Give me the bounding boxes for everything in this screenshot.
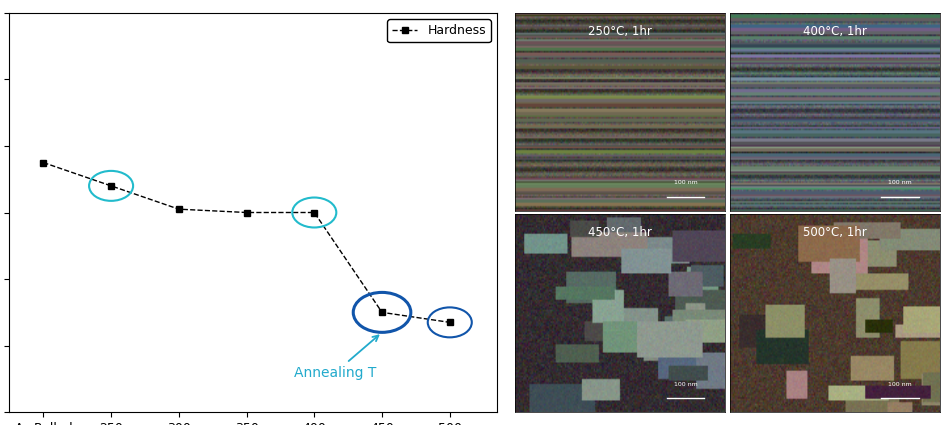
- Hardness: [38, 160, 49, 165]
- Line: Hardness: Hardness: [40, 159, 454, 326]
- Text: 100 nm: 100 nm: [674, 180, 698, 185]
- Text: 500°C, 1hr: 500°C, 1hr: [803, 227, 866, 239]
- Text: 100 nm: 100 nm: [887, 180, 911, 185]
- Hardness: [308, 210, 320, 215]
- Hardness: [444, 320, 456, 325]
- Text: 100 nm: 100 nm: [674, 382, 698, 387]
- Text: 100 nm: 100 nm: [887, 382, 911, 387]
- Hardness: [105, 183, 117, 188]
- Text: 250°C, 1hr: 250°C, 1hr: [588, 25, 652, 38]
- Legend: Hardness: Hardness: [387, 19, 491, 42]
- Hardness: [377, 310, 388, 315]
- Hardness: [173, 207, 184, 212]
- Hardness: [241, 210, 252, 215]
- Text: 400°C, 1hr: 400°C, 1hr: [803, 25, 866, 38]
- Text: 450°C, 1hr: 450°C, 1hr: [588, 227, 652, 239]
- Text: Annealing T: Annealing T: [294, 335, 379, 380]
